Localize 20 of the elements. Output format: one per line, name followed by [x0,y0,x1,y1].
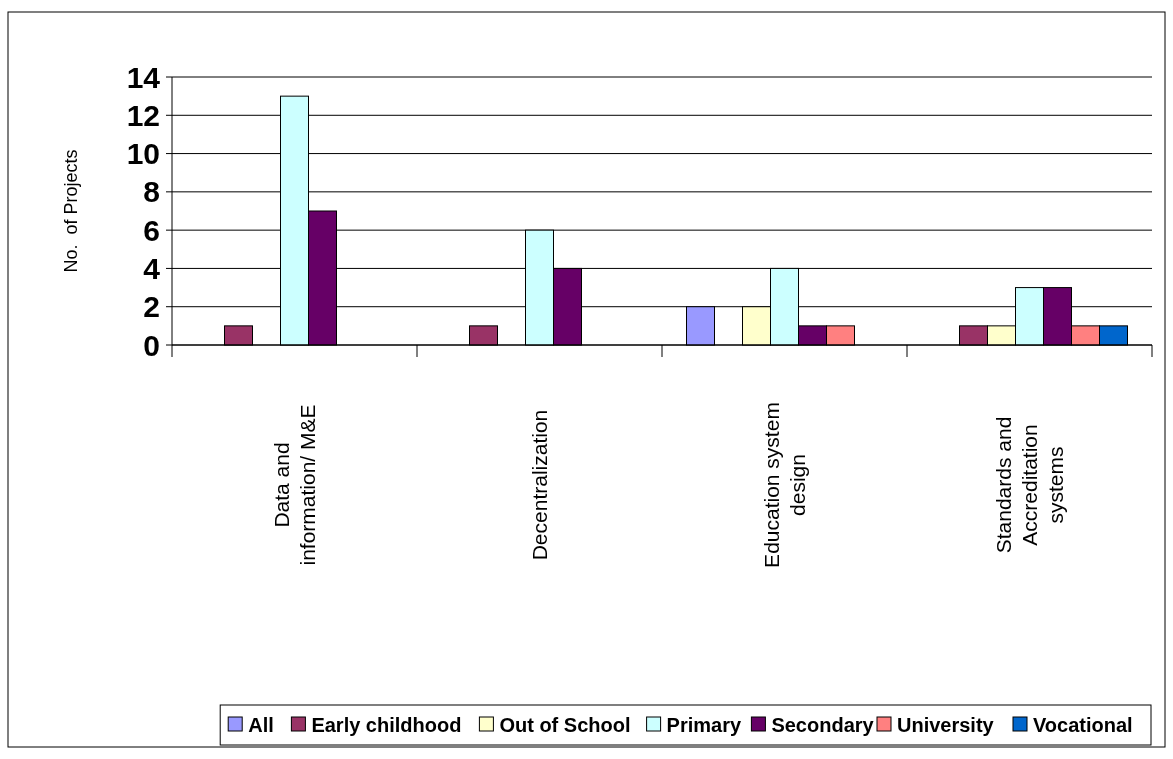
legend-label: All [248,714,274,736]
legend-label: Out of School [499,714,631,736]
legend-label: Primary [666,714,742,736]
legend-label: University [897,714,995,736]
y-tick-label: 12 [126,98,160,132]
legend-label: Early childhood [311,714,462,736]
y-tick-label: 2 [143,290,160,324]
x-tick-label: Standards and Accreditation systems [991,416,1067,554]
y-tick-label: 6 [143,213,160,247]
x-tick-label: Data and information/ M&E [269,404,319,566]
legend-label: Secondary [771,714,875,736]
legend-label: Vocational [1033,714,1133,736]
y-tick-label: 10 [126,137,160,171]
x-tick-label: Education system design [759,402,809,568]
y-tick-label: 4 [143,251,161,285]
y-tick-label: 0 [143,328,160,362]
y-tick-label: 8 [143,175,160,209]
y-tick-label: 14 [126,60,161,94]
y-axis-title: No. of Projects [61,149,81,273]
x-tick-label: Decentralization [527,409,551,561]
